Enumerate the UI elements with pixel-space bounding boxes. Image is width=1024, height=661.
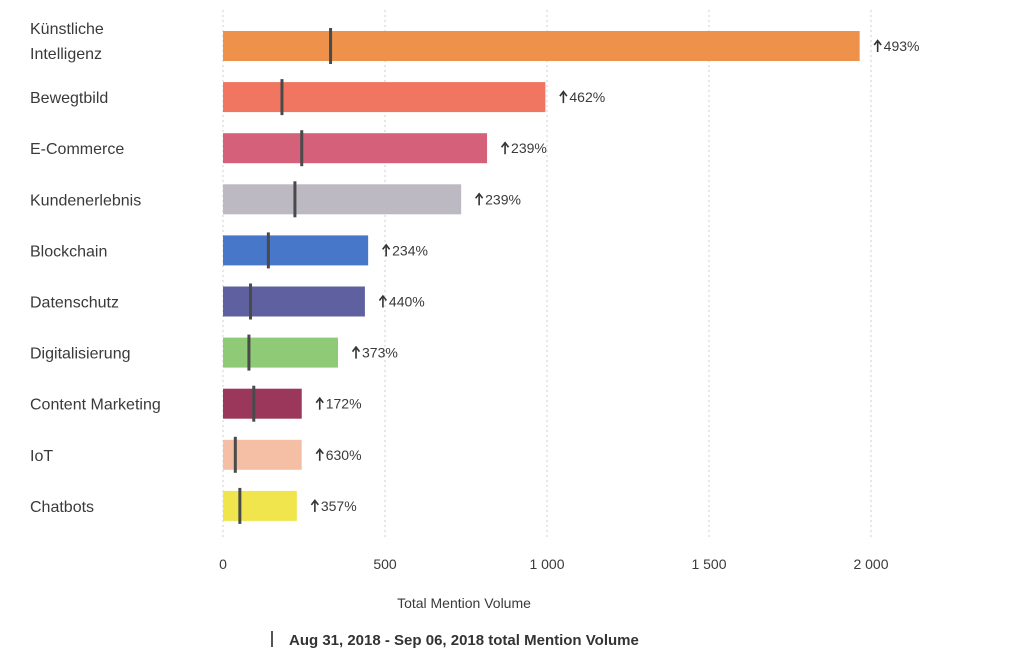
category-label: Künstliche Intelligenz xyxy=(30,21,104,63)
up-arrow-icon xyxy=(475,192,484,206)
previous-period-marker xyxy=(252,385,256,422)
bar xyxy=(223,388,302,419)
previous-period-marker xyxy=(293,181,297,218)
up-arrow-icon xyxy=(559,90,568,104)
previous-period-marker xyxy=(280,79,284,116)
previous-period-marker xyxy=(266,232,270,269)
bar xyxy=(223,184,462,215)
legend-marker xyxy=(271,631,273,647)
change-label: 234% xyxy=(392,242,428,258)
category-label: Digitalisierung xyxy=(30,346,131,363)
up-arrow-icon xyxy=(351,345,361,359)
bar-layer: 493% 462% 239% 239% 234% 440% 373% 172% 630% 357% xyxy=(223,28,919,524)
change-label: 493% xyxy=(884,38,920,54)
bar xyxy=(223,31,860,61)
up-arrow-icon xyxy=(500,141,510,155)
change-label: 172% xyxy=(326,396,362,412)
change-label: 462% xyxy=(569,89,605,105)
change-label: 239% xyxy=(511,140,547,156)
bar xyxy=(223,490,297,521)
bar xyxy=(223,235,369,266)
category-label: Chatbots xyxy=(30,499,94,516)
previous-period-marker xyxy=(233,436,237,473)
up-arrow-icon xyxy=(315,447,324,461)
change-label: 630% xyxy=(326,447,362,463)
legend-label: Aug 31, 2018 - Sep 06, 2018 total Mentio… xyxy=(289,632,639,649)
x-axis-title: Total Mention Volume xyxy=(397,595,531,611)
bar xyxy=(223,82,546,113)
previous-period-marker xyxy=(238,487,242,524)
previous-period-marker xyxy=(300,130,304,167)
category-label-layer: Künstliche Intelligenz Bewegtbild E-Commerc… xyxy=(30,21,161,516)
x-tick-label: 2 000 xyxy=(853,556,888,572)
category-label: Bewegtbild xyxy=(30,90,108,107)
change-label: 357% xyxy=(321,498,357,514)
up-arrow-icon xyxy=(315,396,324,410)
change-label: 239% xyxy=(485,191,521,207)
category-label: Kundenerlebnis xyxy=(30,192,141,209)
category-label: Datenschutz xyxy=(30,295,119,312)
bar xyxy=(223,337,339,368)
change-label: 373% xyxy=(362,345,398,361)
category-label: E-Commerce xyxy=(30,141,124,158)
x-tick-label: 0 xyxy=(219,556,227,572)
x-axis-tick-layer: 0 500 1 000 1 500 2 000 xyxy=(219,556,889,572)
up-arrow-icon xyxy=(310,499,320,512)
previous-period-marker xyxy=(329,28,333,64)
x-tick-label: 1 500 xyxy=(691,556,726,572)
up-arrow-icon xyxy=(378,294,388,308)
bar xyxy=(223,286,365,317)
x-tick-label: 500 xyxy=(373,556,397,572)
bar xyxy=(223,133,488,164)
legend: Aug 31, 2018 - Sep 06, 2018 total Mentio… xyxy=(271,631,639,649)
category-label: Blockchain xyxy=(30,243,107,260)
category-label: IoT xyxy=(30,448,53,465)
previous-period-marker xyxy=(249,283,253,320)
up-arrow-icon xyxy=(873,39,882,52)
previous-period-marker xyxy=(247,334,251,371)
x-tick-label: 1 000 xyxy=(529,556,564,572)
up-arrow-icon xyxy=(382,243,391,257)
category-label: Content Marketing xyxy=(30,397,161,414)
change-label: 440% xyxy=(389,294,425,310)
